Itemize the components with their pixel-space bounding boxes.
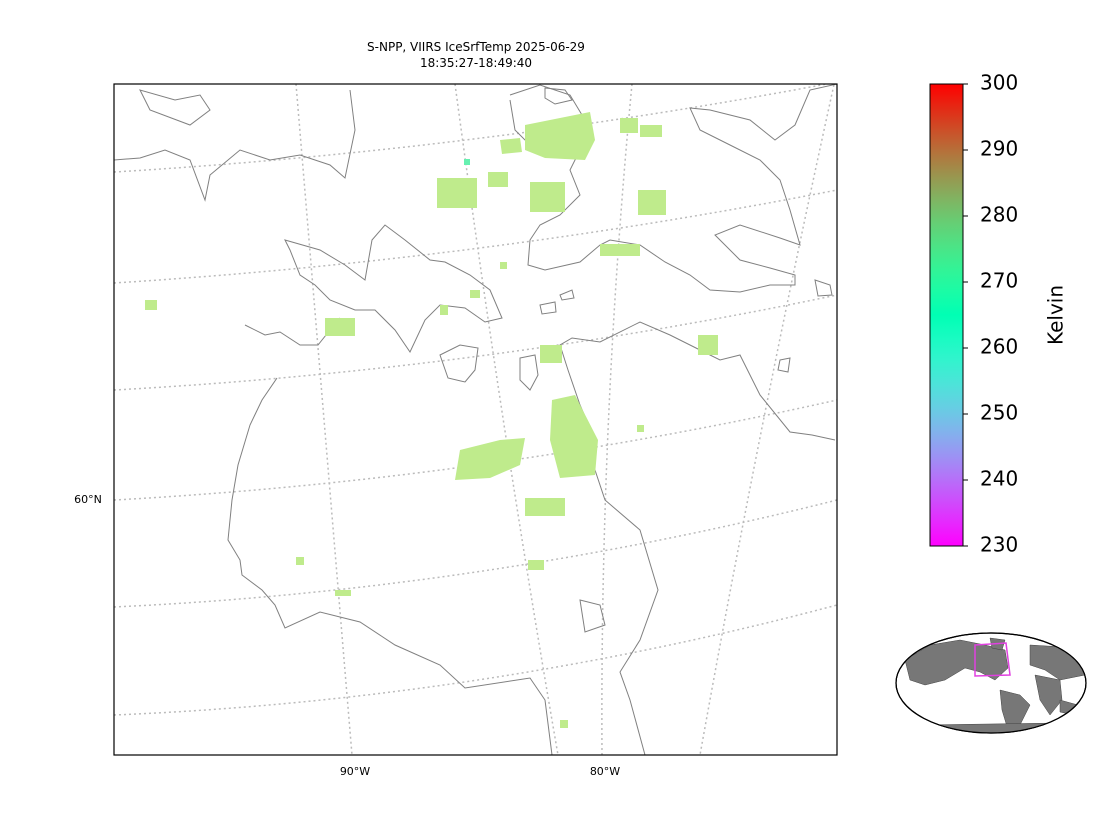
ice-temperature-pixels	[145, 112, 718, 728]
locator-globe	[895, 632, 1087, 734]
colorbar-tick-label: 230	[980, 533, 1018, 557]
lon-label: 80°W	[590, 765, 620, 778]
colorbar-tick-label: 270	[980, 269, 1018, 293]
subtitle: 18:35:27-18:49:40	[420, 56, 532, 70]
map-area	[114, 84, 837, 755]
colorbar-tick-label: 240	[980, 467, 1018, 491]
coastlines	[114, 84, 837, 755]
colorbar-label: Kelvin	[1044, 285, 1068, 345]
colorbar-tick-label: 300	[980, 71, 1018, 95]
map-frame	[113, 83, 838, 756]
lat-label: 60°N	[74, 493, 102, 506]
title: S-NPP, VIIRS IceSrfTemp 2025-06-29	[367, 40, 585, 54]
colorbar: Kelvin 230 240 250 260 270 280 290 300	[929, 71, 1068, 557]
colorbar-tick-label: 250	[980, 401, 1018, 425]
colorbar-bar	[929, 83, 964, 547]
colorbar-tick-label: 280	[980, 203, 1018, 227]
lon-label: 90°W	[340, 765, 370, 778]
colorbar-tick-label: 290	[980, 137, 1018, 161]
colorbar-tick-label: 260	[980, 335, 1018, 359]
